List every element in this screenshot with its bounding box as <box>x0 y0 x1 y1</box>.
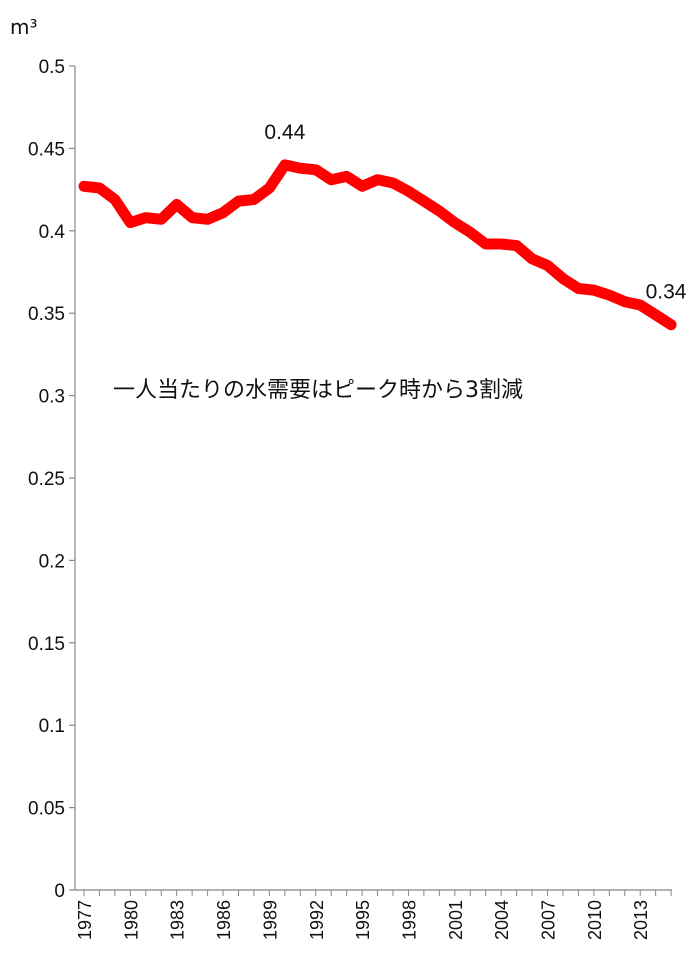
x-tick-label: 2001 <box>446 900 466 940</box>
x-tick-label: 2004 <box>492 900 512 940</box>
y-tick-label: 0.25 <box>28 469 65 490</box>
y-tick-label: 0.15 <box>28 634 65 655</box>
x-tick-label: 1995 <box>353 900 373 940</box>
y-tick-label: 0.05 <box>28 799 65 820</box>
x-tick-label: 2013 <box>631 900 651 940</box>
data-label: 0.34 <box>646 281 687 304</box>
x-ticks: 1977 1980 1983 1986 1989 1992 1995 1998 2001 2004… <box>75 890 672 940</box>
x-tick-label: 1977 <box>75 900 95 940</box>
chart-annotation: 一人当たりの水需要はピーク時から3割減 <box>113 378 523 403</box>
y-tick-label: 0.4 <box>39 222 66 243</box>
y-ticks: 0 0.05 0.1 0.15 0.2 0.25 0.3 0.35 0.4 0.45 0.5 <box>28 57 75 902</box>
y-tick-label: 0.1 <box>39 716 65 737</box>
x-tick-label: 1986 <box>214 900 234 940</box>
x-tick-label: 1980 <box>121 900 141 940</box>
y-tick-label: 0.2 <box>39 551 65 572</box>
x-tick-label: 2010 <box>585 900 605 940</box>
x-tick-label: 1992 <box>307 900 327 940</box>
x-tick-label: 1983 <box>168 900 188 940</box>
y-tick-label: 0.3 <box>39 387 65 408</box>
x-tick-label: 1998 <box>399 900 419 940</box>
x-tick-label: 2007 <box>539 900 559 940</box>
data-label: 0.44 <box>264 121 305 144</box>
y-tick-label: 0.45 <box>28 139 65 160</box>
series-line <box>78 159 677 331</box>
y-tick-label: 0 <box>54 881 65 902</box>
y-unit-label: m³ <box>10 15 38 39</box>
y-tick-label: 0.35 <box>28 304 65 325</box>
x-tick-label: 1989 <box>260 900 280 940</box>
data-labels: 0.44 0.34 <box>264 121 686 304</box>
y-tick-label: 0.5 <box>39 57 65 78</box>
